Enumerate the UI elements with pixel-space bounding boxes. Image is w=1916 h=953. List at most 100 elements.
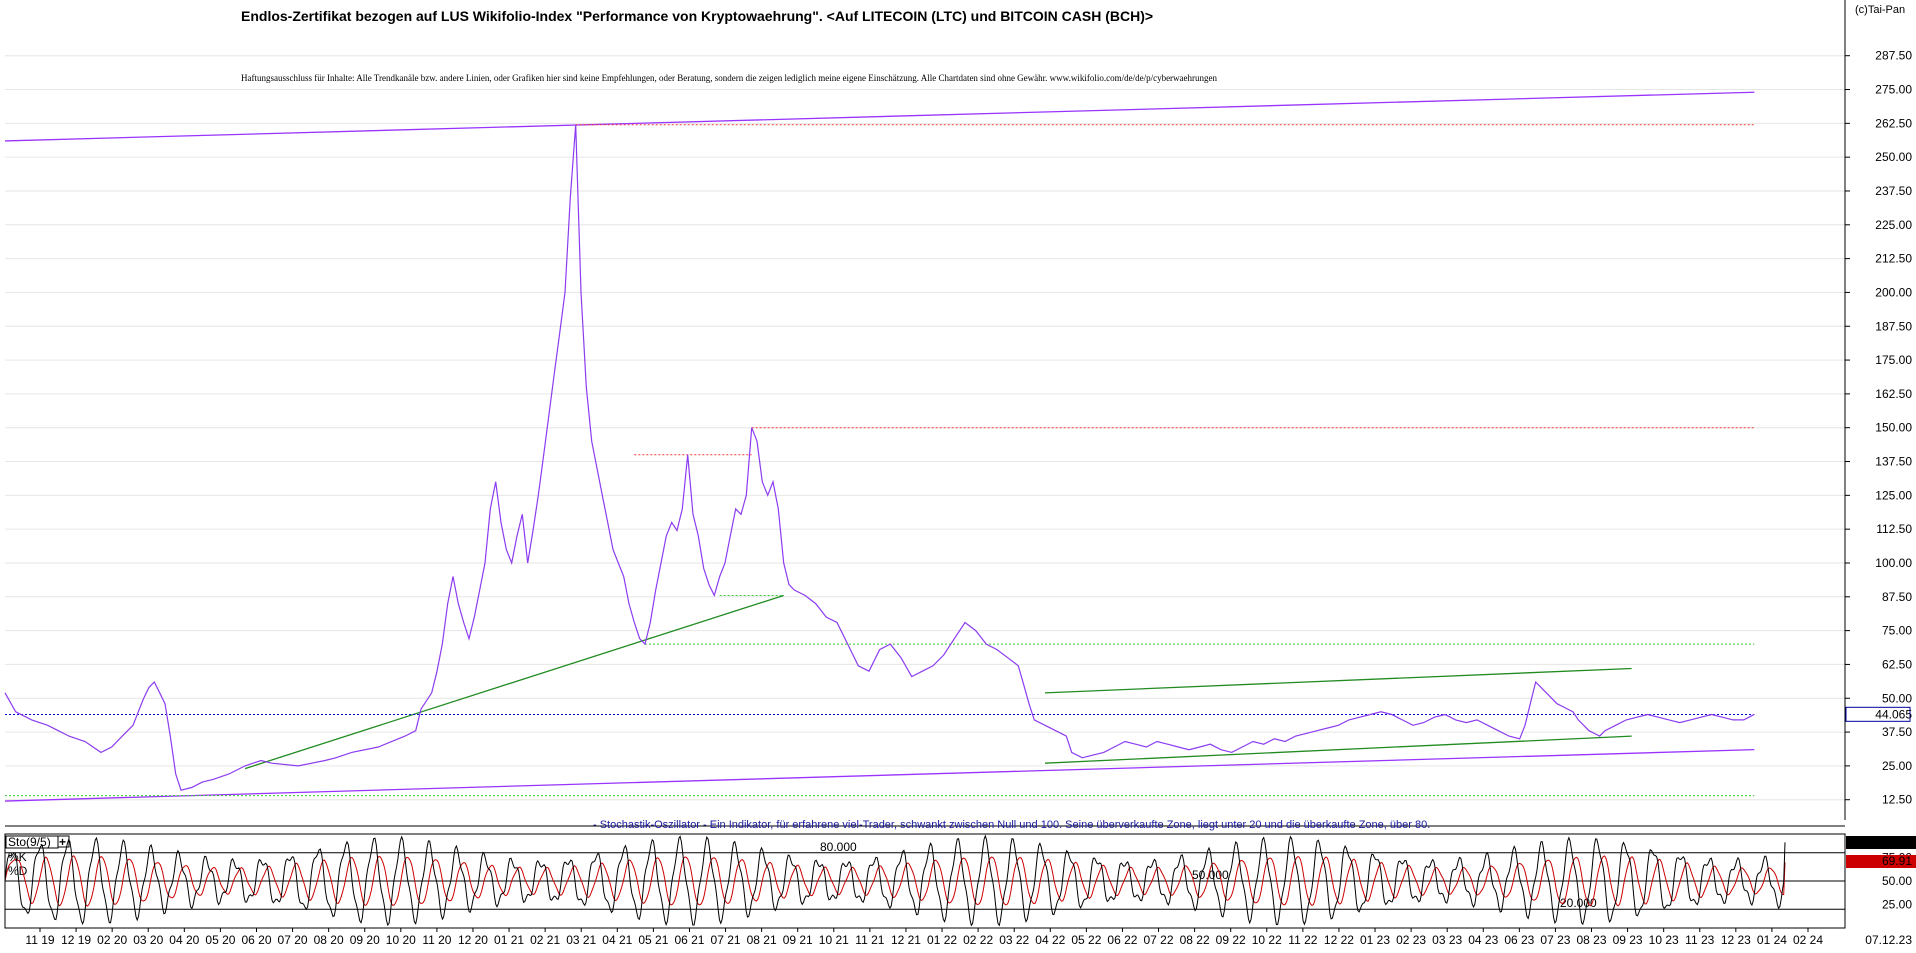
x-tick-label: 01 22 <box>927 933 957 947</box>
x-tick-label: 08 23 <box>1576 933 1606 947</box>
price-tick-label: 212.50 <box>1875 252 1912 266</box>
price-tick-label: 125.00 <box>1875 488 1912 502</box>
x-tick-label: 02 24 <box>1793 933 1823 947</box>
x-tick-label: 08 21 <box>747 933 777 947</box>
x-tick-label: 03 21 <box>566 933 596 947</box>
price-tick-label: 250.00 <box>1875 150 1912 164</box>
x-tick-label: 11 23 <box>1685 933 1714 947</box>
x-tick-label: 04 23 <box>1468 933 1498 947</box>
x-tick-label: 11 20 <box>422 933 451 947</box>
x-tick-label: 08 22 <box>1180 933 1210 947</box>
x-tick-label: 06 22 <box>1107 933 1137 947</box>
copyright-label: (c)Tai-Pan <box>1855 4 1905 16</box>
last-price-box <box>1845 706 1911 722</box>
price-grid <box>5 55 1845 801</box>
oscillator-level-label: 80.000 <box>820 840 857 854</box>
reference-line-1 <box>4 749 1755 802</box>
x-tick-label: 05 22 <box>1071 933 1101 947</box>
price-tick-label: 162.50 <box>1875 387 1912 401</box>
plus-icon: + <box>59 835 66 849</box>
x-tick-label: 11 19 <box>25 933 54 947</box>
last-price-value: 44.065 <box>1875 707 1912 721</box>
price-tick-label: 187.50 <box>1875 319 1912 333</box>
price-tick-label: 225.00 <box>1875 218 1912 232</box>
x-tick-label: 03 22 <box>999 933 1029 947</box>
oscillator-name: Sto(9/5) <box>8 835 51 849</box>
x-tick-label: 06 21 <box>674 933 704 947</box>
price-series-line-0 <box>4 124 1755 791</box>
x-tick-label: 09 20 <box>350 933 380 947</box>
x-tick-label: 05 21 <box>638 933 668 947</box>
oscillator-panel: 80.00050.00020.00075.0050.0025.00Sto(9/5… <box>4 833 1916 929</box>
x-tick-label: 06 23 <box>1504 933 1534 947</box>
x-tick-label: 04 20 <box>169 933 199 947</box>
x-tick-label: 04 21 <box>602 933 632 947</box>
reference-lines <box>4 91 1755 802</box>
x-tick-label: 08 20 <box>314 933 344 947</box>
k-value-box <box>1846 836 1916 849</box>
price-tick-label: 175.00 <box>1875 353 1912 367</box>
chart-title: Endlos-Zertifikat bezogen auf LUS Wikifo… <box>241 8 1153 24</box>
last-price-marker: 44.065 <box>1845 706 1912 722</box>
x-tick-label: 07 21 <box>711 933 741 947</box>
x-tick-label: 11 21 <box>855 933 884 947</box>
x-axis: 11 19 12 19 02 20 03 20 04 20 05 20 06 20 07 20… <box>5 927 1912 947</box>
price-tick-label: 200.00 <box>1875 285 1912 299</box>
oscillator-level-label: 50.000 <box>1192 868 1229 882</box>
x-tick-label: 02 22 <box>963 933 993 947</box>
x-tick-label: 12 20 <box>458 933 488 947</box>
price-tick-label: 100.00 <box>1875 556 1912 570</box>
price-tick-label: 262.50 <box>1875 116 1912 130</box>
x-tick-label: 07 23 <box>1540 933 1570 947</box>
price-tick-label: 25.00 <box>1882 759 1912 773</box>
x-tick-label: 10 20 <box>386 933 416 947</box>
d-value-box <box>1846 855 1916 868</box>
x-tick-label: 09 22 <box>1216 933 1246 947</box>
x-tick-label: 03 20 <box>133 933 163 947</box>
reference-line-0 <box>4 91 1755 142</box>
x-tick-label: 10 22 <box>1252 933 1282 947</box>
reference-line-3 <box>1044 667 1632 694</box>
price-tick-label: 112.50 <box>1876 522 1912 536</box>
price-tick-label: 237.50 <box>1875 184 1912 198</box>
oscillator-k-label: %K <box>8 850 27 864</box>
x-tick-label: 06 20 <box>241 933 271 947</box>
x-tick-label: 02 23 <box>1396 933 1426 947</box>
oscillator-d-line <box>4 855 1786 907</box>
x-tick-label: 01 21 <box>494 933 524 947</box>
x-tick-label: 12 22 <box>1324 933 1354 947</box>
price-tick-label: 62.50 <box>1882 657 1912 671</box>
price-tick-label: 87.50 <box>1882 590 1912 604</box>
oscillator-expand-button[interactable] <box>57 835 70 848</box>
price-tick-label: 287.50 <box>1875 49 1912 63</box>
price-tick-label: 275.00 <box>1875 83 1912 97</box>
price-tick-label: 50.00 <box>1882 691 1912 705</box>
k-value: 91.15 <box>1882 835 1912 849</box>
oscillator-note: - Stochastik-Oszillator - Ein Indikator,… <box>593 819 1430 831</box>
x-tick-label: 09 23 <box>1613 933 1643 947</box>
x-tick-label: 12 21 <box>891 933 921 947</box>
x-tick-label: 11 22 <box>1288 933 1317 947</box>
x-tick-label: 10 23 <box>1649 933 1679 947</box>
price-tick-label: 137.50 <box>1875 455 1912 469</box>
x-tick-label: 07 22 <box>1144 933 1174 947</box>
price-tick-label: 150.00 <box>1875 421 1912 435</box>
x-tick-label: 10 21 <box>819 933 849 947</box>
x-tick-label: 12 19 <box>61 933 91 947</box>
x-tick-label: 07 20 <box>278 933 308 947</box>
x-tick-label: 12 23 <box>1721 933 1751 947</box>
x-tick-label: 09 21 <box>783 933 813 947</box>
x-tick-label: 02 21 <box>530 933 560 947</box>
chart-disclaimer: Haftungsausschluss für Inhalte: Alle Tre… <box>241 73 1218 83</box>
x-tick-label: 04 22 <box>1035 933 1065 947</box>
oscillator-k-line <box>4 834 1786 927</box>
price-series <box>4 124 1755 791</box>
price-axis: 287.50 275.00 262.50 250.00 237.50 225.00 212.… <box>5 0 1912 827</box>
x-last-date: 07.12.23 <box>1865 933 1912 947</box>
reference-line-4 <box>1044 735 1632 764</box>
x-tick-label: 05 20 <box>205 933 235 947</box>
oscillator-tick-label: 25.00 <box>1882 898 1912 912</box>
d-value: 69.91 <box>1882 854 1912 868</box>
price-tick-label: 12.50 <box>1882 793 1912 807</box>
